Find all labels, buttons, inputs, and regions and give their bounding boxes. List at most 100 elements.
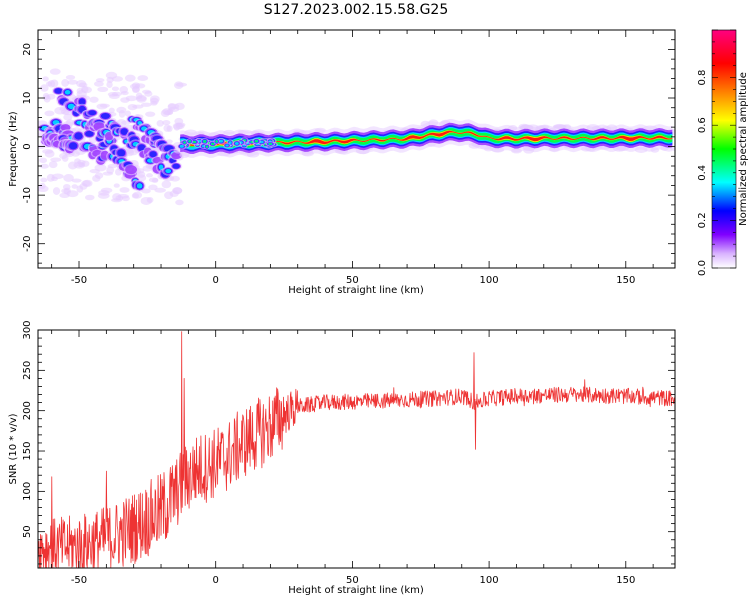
spectrogram-cell — [48, 160, 58, 169]
spectrogram-cell — [99, 103, 110, 108]
spectrogram-cell — [97, 86, 109, 92]
spectrogram-cell — [107, 92, 119, 97]
spectrogram-cell — [74, 132, 83, 140]
spectrogram-cell — [119, 187, 130, 193]
spectrogram-cell — [47, 80, 56, 88]
spectrogram-band-level-6 — [180, 130, 673, 147]
spectrogram-cell — [108, 107, 115, 113]
spectrogram-y-tick-label: -10 — [22, 187, 33, 203]
spectrogram-cell — [71, 178, 82, 183]
spectrogram-cell — [85, 130, 94, 137]
spectrogram-cell — [188, 140, 191, 143]
spectrogram-cell — [135, 92, 143, 100]
spectrogram-cell — [162, 120, 171, 126]
spectrogram-cell — [97, 192, 110, 199]
spectrogram-y-tick-label: 0 — [22, 143, 33, 149]
snr-y-tick-label: 200 — [22, 401, 33, 420]
spectrogram-cell — [161, 180, 172, 189]
snr-x-tick-label: 150 — [616, 575, 635, 586]
colorbar: 0.0 0.2 0.4 0.6 0.8 Normalized spectral ampl… — [697, 29, 749, 276]
spectrogram-cell — [149, 95, 160, 103]
spectrogram-cell — [52, 187, 61, 195]
spectrogram-cell — [268, 143, 272, 145]
spectrogram-x-tick-label: 150 — [616, 275, 635, 286]
spectrogram-cell — [40, 177, 48, 183]
snr-x-tick-label: 50 — [346, 575, 359, 586]
spectrogram-cell — [61, 79, 70, 87]
spectrogram-cell — [40, 84, 49, 92]
spectrogram-cell — [205, 145, 208, 148]
spectrogram-cell — [119, 85, 128, 94]
snr-y-tick-label: 250 — [22, 361, 33, 380]
colorbar-label: Normalized spectral amplitude — [738, 72, 749, 226]
snr-x-tick-label: -50 — [71, 575, 87, 586]
spectrogram-cell — [183, 141, 186, 144]
spectrogram-cell — [71, 184, 78, 189]
spectrogram-cell — [151, 178, 159, 183]
spectrogram-cell — [111, 86, 120, 92]
spectrogram-x-tick-label: 50 — [346, 275, 359, 286]
spectrogram-cell — [173, 81, 184, 90]
spectrogram-cell — [111, 76, 124, 82]
spectrogram-cell — [49, 68, 61, 75]
spectrogram-cell — [94, 172, 104, 179]
spectrogram-cell — [84, 194, 95, 201]
spectrogram-cell — [106, 166, 115, 174]
spectrogram-cell — [106, 81, 113, 88]
spectrogram-cell — [136, 183, 143, 189]
spectrogram-cell — [179, 144, 184, 148]
spectrogram-cell — [113, 183, 120, 188]
spectrogram-cell — [121, 195, 130, 202]
spectrogram-cell — [78, 82, 88, 88]
spectrogram-cell — [255, 140, 258, 143]
spectrogram-x-tick-label: 100 — [480, 275, 499, 286]
spectrogram-cell — [42, 76, 49, 82]
colorbar-tick-label: 0.0 — [697, 260, 708, 276]
snr-panel: -50 0 50 100 150 50 100 150 200 250 300 Height of… — [8, 320, 676, 596]
spectrogram-cell — [175, 199, 184, 206]
spectrogram-cell — [65, 75, 76, 80]
spectrogram-image — [38, 68, 675, 206]
spectrogram-cell — [76, 87, 84, 94]
snr-y-axis-label: SNR (10 * v/v) — [8, 413, 19, 484]
figure-title: S127.2023.002.15.58.G25 — [263, 2, 449, 18]
spectrogram-cell — [142, 89, 152, 94]
spectrogram-cell — [116, 106, 127, 114]
snr-series-line — [38, 331, 675, 568]
spectrogram-cell — [131, 193, 139, 199]
spectrogram-x-axis-label: Height of straight line (km) — [288, 285, 424, 296]
colorbar-tick-label: 0.8 — [697, 70, 708, 86]
spectrogram-cell — [129, 83, 140, 90]
spectrogram-cell — [117, 149, 126, 157]
spectrogram-x-tick-label: 0 — [213, 275, 219, 286]
spectrogram-cell — [76, 185, 84, 193]
spectrogram-cell — [156, 120, 164, 127]
snr-y-tick-label: 50 — [22, 525, 33, 538]
spectrogram-cell — [61, 154, 69, 162]
snr-x-tick-labels: -50 0 50 100 150 — [71, 575, 635, 586]
spectrogram-cell — [120, 128, 128, 136]
spectrogram-cell — [149, 151, 157, 158]
spectrogram-cell — [46, 173, 55, 182]
spectrogram-ticks — [38, 29, 675, 268]
colorbar-ticks: 0.0 0.2 0.4 0.6 0.8 — [697, 29, 736, 276]
spectrogram-cell — [67, 79, 79, 85]
spectrogram-cell — [63, 174, 74, 182]
spectrogram-cell — [42, 149, 54, 154]
spectrogram-cell — [68, 142, 78, 150]
spectrogram-cell — [62, 183, 71, 191]
spectrogram-cell — [172, 163, 180, 169]
spectrogram-cell — [146, 173, 153, 178]
snr-x-tick-label: 0 — [213, 575, 219, 586]
spectrogram-cell — [38, 185, 49, 193]
spectrogram-cell — [145, 111, 156, 117]
spectrogram-cell — [124, 110, 131, 117]
spectrogram-cell — [63, 113, 73, 121]
spectrogram-cell — [148, 184, 158, 191]
spectrogram-x-tick-labels: -50 0 50 100 150 — [71, 275, 635, 286]
spectrogram-cell — [203, 140, 207, 143]
colorbar-tick-label: 0.4 — [697, 165, 708, 181]
spectrogram-cell — [125, 165, 137, 175]
spectrogram-cell — [218, 139, 224, 143]
spectrogram-cell — [225, 144, 229, 147]
